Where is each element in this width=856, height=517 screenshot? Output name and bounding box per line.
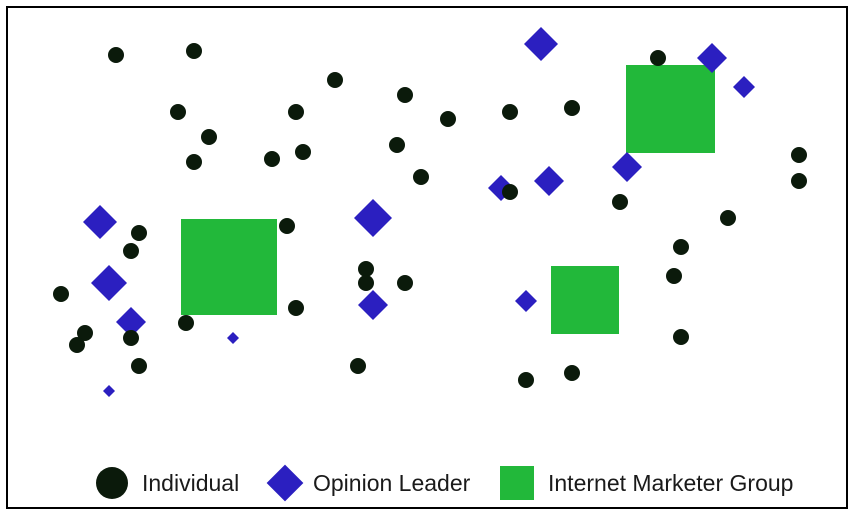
individual-node — [720, 210, 736, 226]
individual-node — [350, 358, 366, 374]
individual-node — [389, 137, 405, 153]
individual-node — [791, 147, 807, 163]
individual-node — [77, 325, 93, 341]
individual-node — [502, 104, 518, 120]
legend-opinion-leader-label: Opinion Leader — [313, 470, 471, 496]
individual-node — [666, 268, 682, 284]
individual-node — [397, 275, 413, 291]
individual-node — [564, 365, 580, 381]
individual-node — [288, 300, 304, 316]
individual-node — [288, 104, 304, 120]
opinion-leader-node — [354, 199, 392, 237]
opinion-leader-node — [524, 27, 558, 61]
individual-node — [650, 50, 666, 66]
individual-node — [131, 358, 147, 374]
opinion-leaders-layer — [83, 27, 755, 397]
opinion-leader-node — [515, 290, 537, 312]
individual-node — [502, 184, 518, 200]
individual-node — [123, 330, 139, 346]
legend-marketer-group-marker — [500, 466, 534, 500]
individual-node — [201, 129, 217, 145]
individual-node — [564, 100, 580, 116]
opinion-leader-node — [697, 43, 727, 73]
legend-marketer-group-label: Internet Marketer Group — [548, 470, 793, 496]
opinion-leader-node — [612, 152, 642, 182]
individual-node — [186, 154, 202, 170]
opinion-leader-node — [733, 76, 755, 98]
individual-node — [358, 275, 374, 291]
opinion-leader-node — [358, 290, 388, 320]
opinion-leader-node — [227, 332, 239, 344]
individual-node — [131, 225, 147, 241]
individual-node — [518, 372, 534, 388]
individual-node — [108, 47, 124, 63]
legend-individual-label: Individual — [142, 470, 239, 496]
individual-node — [327, 72, 343, 88]
individual-node — [178, 315, 194, 331]
marketer-groups-layer — [181, 65, 715, 334]
individual-node — [186, 43, 202, 59]
marketer-group-node — [181, 219, 277, 315]
legend-opinion-leader-marker — [266, 464, 304, 502]
individual-node — [264, 151, 280, 167]
marketer-group-node — [626, 65, 715, 153]
individuals-layer — [53, 43, 807, 388]
opinion-leader-node — [91, 265, 127, 301]
individual-node — [673, 329, 689, 345]
individual-node — [397, 87, 413, 103]
opinion-leader-node — [116, 307, 146, 337]
opinion-leader-node — [83, 205, 117, 239]
individual-node — [69, 337, 85, 353]
individual-node — [413, 169, 429, 185]
individual-node — [612, 194, 628, 210]
individual-node — [295, 144, 311, 160]
individual-node — [358, 261, 374, 277]
individual-node — [170, 104, 186, 120]
individual-node — [673, 239, 689, 255]
individual-node — [791, 173, 807, 189]
individual-node — [123, 243, 139, 259]
legend: Individual Opinion Leader Internet Marke… — [96, 464, 793, 502]
opinion-leader-node — [534, 166, 564, 196]
marketer-group-node — [551, 266, 619, 334]
opinion-leader-node — [103, 385, 115, 397]
legend-individual-marker — [96, 467, 128, 499]
individual-node — [440, 111, 456, 127]
individual-node — [53, 286, 69, 302]
individual-node — [279, 218, 295, 234]
